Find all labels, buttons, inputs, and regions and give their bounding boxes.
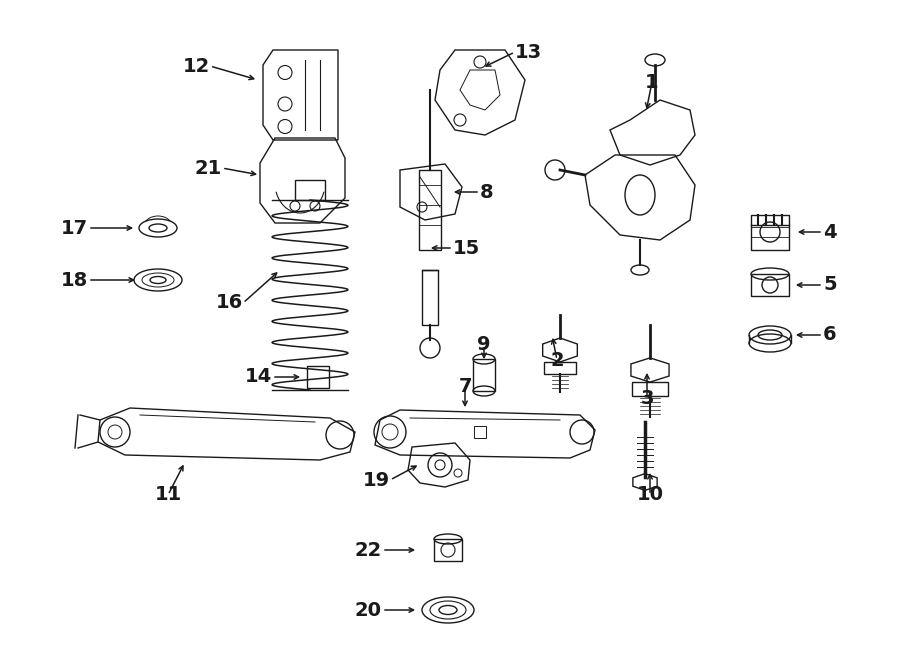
Bar: [544, 362, 576, 374]
Bar: [473, 359, 495, 391]
Bar: [751, 274, 789, 296]
Text: 7: 7: [458, 377, 472, 395]
Text: 21: 21: [194, 158, 222, 177]
Text: 9: 9: [477, 336, 490, 354]
Text: 14: 14: [245, 367, 272, 387]
Bar: [632, 382, 668, 396]
Text: 8: 8: [480, 183, 493, 201]
Text: 16: 16: [216, 293, 243, 312]
Text: 22: 22: [355, 540, 382, 559]
Bar: [307, 366, 329, 388]
Text: 12: 12: [183, 56, 210, 75]
Text: 10: 10: [636, 485, 663, 504]
Text: 6: 6: [823, 326, 837, 344]
Bar: [474, 426, 486, 438]
Bar: [751, 215, 789, 250]
Text: 17: 17: [61, 218, 88, 238]
Bar: [434, 539, 462, 561]
Bar: [419, 170, 441, 250]
Text: 2: 2: [550, 350, 563, 369]
Text: 19: 19: [363, 471, 390, 489]
Text: 18: 18: [61, 271, 88, 289]
Text: 15: 15: [453, 238, 481, 258]
Text: 20: 20: [355, 600, 382, 620]
Text: 3: 3: [640, 389, 653, 408]
Bar: [295, 180, 325, 200]
Text: 13: 13: [515, 42, 542, 62]
Text: 5: 5: [823, 275, 837, 295]
Text: 11: 11: [155, 485, 182, 504]
Text: 1: 1: [645, 73, 659, 91]
Text: 4: 4: [823, 222, 837, 242]
Bar: [422, 270, 438, 325]
